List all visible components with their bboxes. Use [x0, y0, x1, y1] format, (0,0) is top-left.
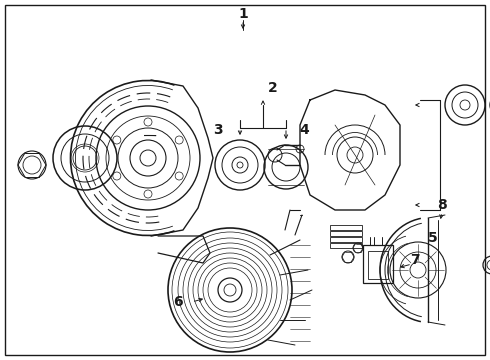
Text: 1: 1	[238, 7, 248, 21]
Text: 6: 6	[173, 295, 183, 309]
Text: 2: 2	[268, 81, 278, 95]
Bar	[330, 243, 362, 248]
Bar	[368, 251, 388, 279]
Bar	[363, 245, 393, 283]
Bar	[330, 231, 362, 236]
Bar	[330, 225, 362, 230]
Text: 8: 8	[437, 198, 447, 212]
Text: 7: 7	[410, 253, 420, 267]
Text: 4: 4	[299, 123, 309, 137]
Text: 3: 3	[213, 123, 223, 137]
Bar	[330, 237, 362, 242]
Text: 5: 5	[428, 231, 438, 245]
